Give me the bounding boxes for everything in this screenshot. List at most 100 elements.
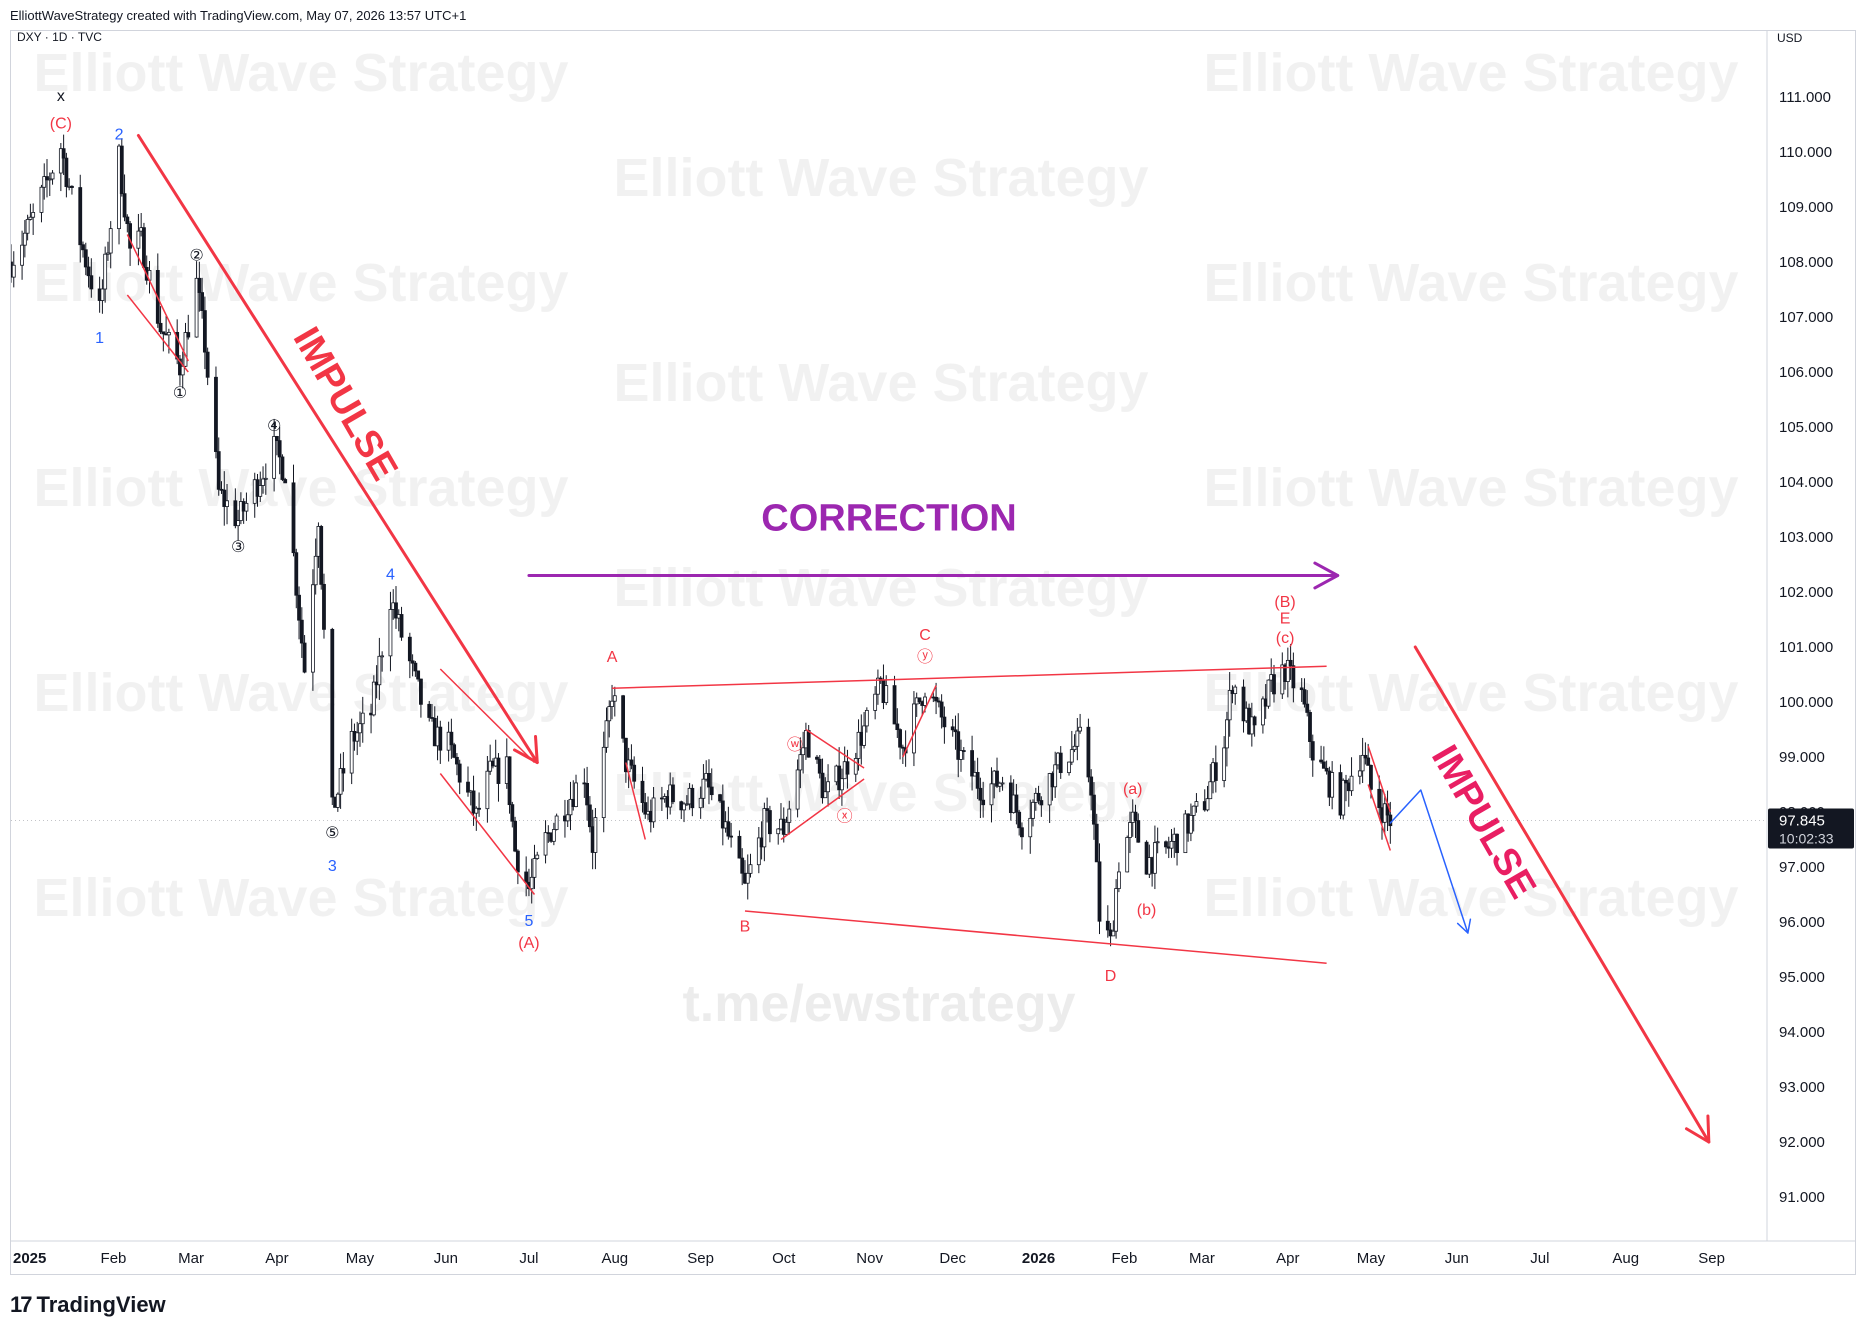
- candle-body: [166, 331, 171, 336]
- candle: [42, 163, 47, 200]
- candle-body: [873, 693, 878, 711]
- candle-body: [258, 485, 263, 497]
- candle: [981, 781, 986, 818]
- candle-body: [22, 232, 27, 246]
- candle: [1302, 678, 1307, 708]
- price-chart[interactable]: Elliott Wave Strategy Elliott Wave Strate…: [9, 30, 1855, 1274]
- x-tick-label: Sep: [1698, 1250, 1725, 1267]
- candle-body: [125, 216, 130, 225]
- candle: [205, 347, 210, 386]
- candle: [394, 586, 398, 629]
- candle-body: [1310, 741, 1315, 761]
- candle: [1213, 745, 1218, 793]
- candle-body: [1360, 754, 1365, 772]
- candle: [233, 488, 238, 529]
- candle-body: [1341, 779, 1346, 816]
- candle-body: [720, 800, 725, 829]
- watermark-text: Elliott Wave Strategy: [613, 558, 1148, 618]
- x-tick-label: Sep: [687, 1250, 714, 1267]
- candle-body: [1000, 782, 1005, 785]
- candle-body: [1047, 773, 1052, 806]
- candle-body: [1208, 781, 1213, 800]
- candle-body: [729, 835, 734, 838]
- y-tick-label: 102.000: [1779, 584, 1833, 601]
- candle-body: [740, 857, 745, 874]
- candle: [1324, 760, 1329, 775]
- candle-body: [20, 244, 24, 266]
- candle: [1321, 746, 1326, 769]
- candle: [651, 787, 656, 828]
- candle: [225, 483, 229, 525]
- candle: [1017, 809, 1022, 836]
- candle: [682, 802, 686, 823]
- candle-body: [1261, 698, 1265, 726]
- candle: [568, 781, 573, 831]
- candle-body: [377, 655, 382, 686]
- candle-body: [798, 754, 803, 771]
- symbol-info: DXY · 1D · TVC: [17, 31, 102, 44]
- candle: [510, 801, 515, 828]
- candle: [787, 800, 792, 835]
- candle-body: [862, 725, 866, 746]
- candle-body: [419, 678, 423, 705]
- candle: [457, 759, 462, 795]
- wave-label: C: [919, 627, 931, 644]
- candle: [815, 755, 819, 764]
- candle-body: [543, 832, 548, 856]
- candle-body: [1031, 801, 1035, 819]
- candle-body: [1075, 730, 1080, 747]
- candle-body: [1111, 930, 1116, 937]
- wave-arrow: [136, 134, 539, 764]
- candle: [283, 477, 288, 484]
- candle: [83, 242, 88, 276]
- tradingview-brand: TradingView: [36, 1292, 166, 1317]
- candle: [419, 678, 423, 718]
- candle: [513, 816, 517, 853]
- candle-body: [399, 614, 404, 638]
- candle: [197, 261, 202, 312]
- candle-body: [942, 716, 947, 728]
- candle-body: [1014, 794, 1019, 813]
- candle-body: [31, 212, 36, 218]
- candle-body: [485, 770, 490, 810]
- candle: [291, 464, 296, 557]
- wave-label: (C): [50, 116, 72, 133]
- x-tick-label: Apr: [265, 1250, 288, 1267]
- candle-body: [682, 803, 686, 811]
- candle: [50, 170, 55, 185]
- candle: [507, 756, 512, 814]
- candle-body: [103, 253, 108, 290]
- candle-body: [83, 249, 88, 268]
- candle: [335, 792, 340, 812]
- candle: [355, 721, 360, 756]
- candle: [995, 757, 999, 788]
- candle-body: [1072, 745, 1077, 751]
- candle-body: [961, 750, 966, 752]
- candle: [1330, 761, 1335, 810]
- candle: [183, 322, 188, 367]
- watermark-text: Elliott Wave Strategy: [33, 458, 568, 518]
- candle-body: [806, 730, 811, 758]
- candle-body: [975, 772, 980, 789]
- candle-body: [280, 456, 285, 480]
- candle: [795, 759, 800, 818]
- candle: [1047, 772, 1052, 824]
- candle-body: [302, 642, 307, 673]
- candle: [784, 816, 789, 836]
- candle-body: [574, 782, 578, 808]
- candle-body: [416, 670, 421, 680]
- candle: [970, 735, 974, 791]
- candle-body: [565, 814, 570, 822]
- candle-body: [1069, 749, 1074, 763]
- candle: [1125, 835, 1130, 873]
- candle: [222, 471, 227, 526]
- candle: [45, 159, 49, 198]
- candle: [496, 753, 501, 802]
- candle: [524, 856, 529, 897]
- candle: [737, 830, 742, 859]
- candle-body: [1097, 861, 1102, 922]
- candle: [1152, 825, 1157, 890]
- wave-label: (A): [518, 935, 539, 952]
- wave-label: ②: [189, 248, 203, 265]
- candle: [297, 586, 301, 640]
